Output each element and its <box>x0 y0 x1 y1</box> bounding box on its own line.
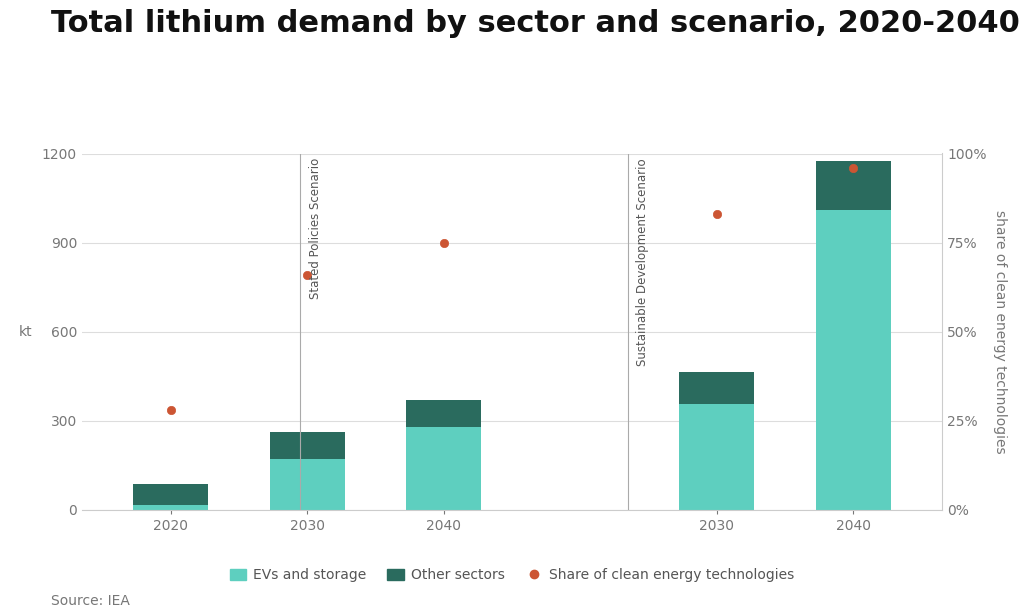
Y-axis label: kt: kt <box>18 325 32 338</box>
Bar <box>679 404 755 510</box>
Text: Sustainable Development Scenario: Sustainable Development Scenario <box>636 158 649 365</box>
Legend: EVs and storage, Other sectors, Share of clean energy technologies: EVs and storage, Other sectors, Share of… <box>224 563 800 588</box>
Text: Source: IEA: Source: IEA <box>51 594 130 608</box>
Bar <box>269 459 345 510</box>
Bar <box>816 161 891 210</box>
Bar <box>133 505 208 510</box>
Bar <box>407 427 481 510</box>
Y-axis label: share of clean energy technologies: share of clean energy technologies <box>993 210 1008 453</box>
Bar <box>269 432 345 459</box>
Bar <box>679 371 755 404</box>
Text: Stated Policies Scenario: Stated Policies Scenario <box>308 158 322 299</box>
Bar <box>816 210 891 510</box>
Text: Total lithium demand by sector and scenario, 2020-2040: Total lithium demand by sector and scena… <box>51 9 1020 38</box>
Bar <box>133 484 208 505</box>
Bar <box>407 400 481 427</box>
